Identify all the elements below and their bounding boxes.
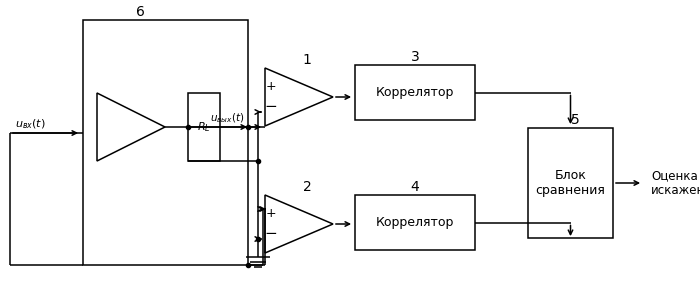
Polygon shape bbox=[265, 195, 333, 253]
Bar bbox=[355, 195, 475, 250]
Text: +: + bbox=[266, 80, 276, 93]
Polygon shape bbox=[265, 68, 333, 126]
Text: Коррелятор: Коррелятор bbox=[376, 86, 454, 99]
Text: 5: 5 bbox=[571, 113, 580, 127]
Text: −: − bbox=[265, 226, 277, 241]
Text: Оценка
искажений: Оценка искажений bbox=[651, 169, 700, 197]
Text: −: − bbox=[265, 99, 277, 114]
Text: Блок
сравнения: Блок сравнения bbox=[536, 169, 606, 197]
Text: 4: 4 bbox=[411, 180, 419, 194]
Text: 2: 2 bbox=[302, 180, 312, 194]
Text: $R_L$: $R_L$ bbox=[197, 120, 211, 134]
Text: 1: 1 bbox=[302, 53, 312, 67]
Polygon shape bbox=[97, 93, 165, 161]
Text: 3: 3 bbox=[411, 50, 419, 64]
Bar bbox=[528, 128, 613, 238]
Text: 6: 6 bbox=[136, 5, 145, 19]
Bar bbox=[355, 65, 475, 120]
Bar bbox=[83, 20, 248, 265]
Text: $u_{вх}(t)$: $u_{вх}(t)$ bbox=[15, 117, 46, 131]
Bar bbox=[188, 93, 220, 161]
Text: +: + bbox=[266, 207, 276, 220]
Text: Коррелятор: Коррелятор bbox=[376, 216, 454, 229]
Text: $u_{вых}(t)$: $u_{вых}(t)$ bbox=[210, 111, 244, 125]
